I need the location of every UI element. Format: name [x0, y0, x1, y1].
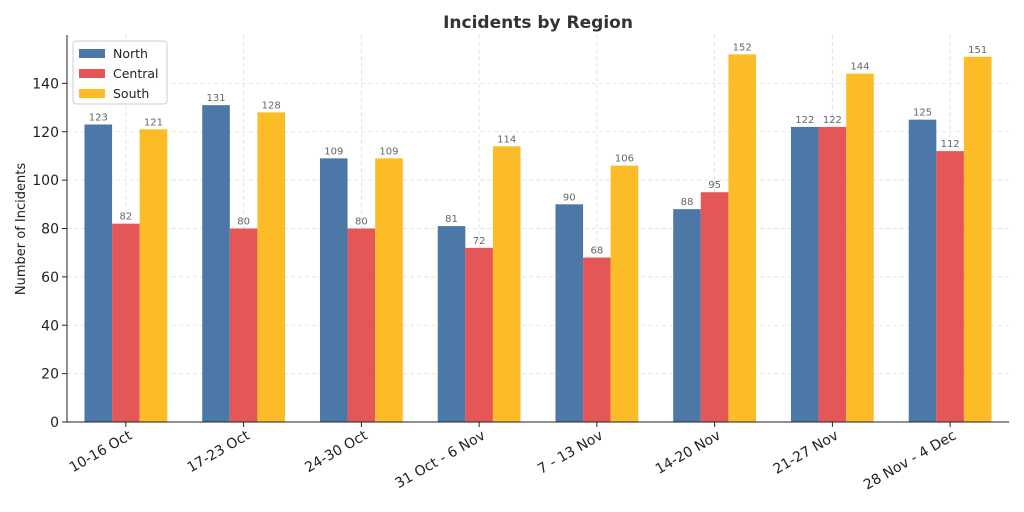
data-label: 112: [941, 139, 960, 150]
bar-north: [437, 226, 466, 422]
y-tick-label: 100: [32, 173, 59, 189]
bar-central: [818, 126, 847, 422]
bar-central: [347, 228, 376, 422]
data-label: 144: [850, 62, 869, 73]
data-label: 72: [473, 236, 486, 247]
legend-swatch-south: [79, 89, 105, 98]
data-label: 123: [89, 112, 108, 123]
bar-central: [583, 257, 611, 422]
bar-central: [112, 223, 140, 422]
data-label: 121: [144, 117, 163, 128]
y-tick-label: 120: [32, 125, 59, 141]
bar-north: [319, 158, 348, 422]
data-label: 106: [615, 154, 634, 165]
data-label: 114: [497, 134, 516, 145]
data-label: 88: [681, 197, 694, 208]
x-tick-label: 31 Oct - 6 Nov: [393, 428, 489, 492]
x-tick-label: 24-30 Oct: [302, 427, 370, 476]
y-tick-label: 0: [50, 415, 59, 431]
bar-north: [673, 209, 701, 422]
data-labels: 123 131 109 81 90 88 122 125 82 80 80 72 68 95 122 112 1…: [89, 42, 988, 256]
bar-north: [555, 204, 584, 422]
bar-south: [492, 146, 521, 422]
data-label: 131: [206, 93, 225, 104]
data-label: 68: [591, 246, 604, 257]
bar-central: [700, 192, 729, 422]
y-tick-label: 140: [32, 76, 59, 92]
x-tick-label: 10-16 Oct: [67, 427, 135, 476]
data-label: 122: [795, 115, 814, 126]
bar-central: [465, 247, 493, 422]
x-tick-label: 21-27 Nov: [771, 428, 842, 478]
bar-south: [728, 54, 757, 422]
bar-north: [790, 126, 819, 422]
data-label: 95: [708, 180, 721, 191]
legend-label-central: Central: [113, 66, 159, 81]
y-axis-label: Number of Incidents: [14, 163, 29, 295]
chart-title: Incidents by Region: [443, 13, 633, 33]
y-tick-label: 80: [41, 222, 59, 238]
bar-south: [257, 112, 286, 423]
x-tick-label: 28 Nov - 4 Dec: [861, 428, 959, 494]
data-label: 152: [733, 42, 752, 53]
data-label: 82: [120, 212, 133, 223]
bar-central: [936, 151, 964, 422]
y-tick-label: 20: [41, 367, 59, 383]
data-label: 109: [324, 146, 343, 157]
bar-south: [139, 129, 168, 423]
bar-south: [963, 56, 992, 423]
data-label: 109: [379, 146, 398, 157]
bar-north: [84, 124, 113, 423]
y-tick-label: 60: [41, 270, 59, 286]
bar-north: [908, 119, 937, 422]
x-tick-label: 7 - 13 Nov: [535, 428, 606, 478]
data-label: 81: [445, 214, 458, 225]
data-label: 80: [237, 217, 250, 228]
legend-swatch-north: [79, 49, 105, 58]
bar-south: [846, 73, 874, 422]
data-label: 125: [913, 108, 932, 119]
data-label: 80: [355, 217, 368, 228]
data-label: 151: [968, 45, 987, 56]
bar-south: [375, 158, 403, 422]
bar-south: [610, 165, 639, 423]
y-tick-label: 40: [41, 318, 59, 334]
data-label: 90: [563, 192, 576, 203]
x-tick-label: 14-20 Nov: [653, 428, 724, 478]
legend: North Central South: [72, 40, 168, 105]
bar-north: [202, 105, 230, 423]
legend-swatch-central: [79, 69, 105, 78]
x-tick-label: 17-23 Oct: [185, 427, 253, 476]
data-label: 128: [262, 100, 281, 111]
legend-label-south: South: [113, 86, 149, 101]
data-label: 122: [823, 115, 842, 126]
legend-label-north: North: [113, 46, 148, 61]
bars: [84, 54, 992, 423]
bar-central: [229, 228, 258, 422]
